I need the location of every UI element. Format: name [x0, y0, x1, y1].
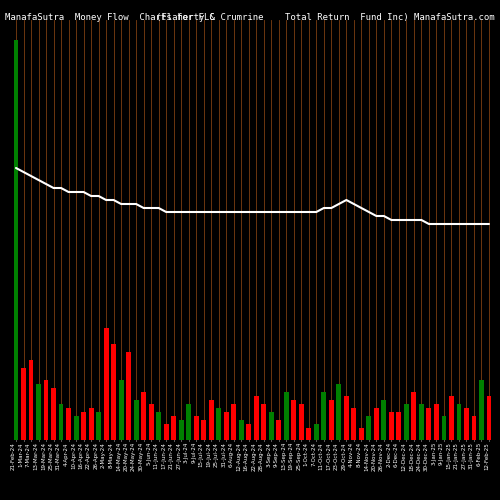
Bar [366, 416, 372, 440]
Bar [284, 392, 288, 440]
Bar [426, 408, 432, 440]
Bar [216, 408, 221, 440]
Bar [88, 408, 94, 440]
Bar [336, 384, 342, 440]
Bar [194, 416, 198, 440]
Bar [239, 420, 244, 440]
Bar [464, 408, 469, 440]
Bar [66, 408, 71, 440]
Bar [442, 416, 446, 440]
Bar [36, 384, 41, 440]
Bar [164, 424, 168, 440]
Bar [104, 328, 108, 440]
Text: (Flaherty & Crumrine    Total Return  Fund Inc) ManafaSutra.com: (Flaherty & Crumrine Total Return Fund I… [156, 12, 495, 22]
Bar [389, 412, 394, 440]
Bar [246, 424, 251, 440]
Bar [224, 412, 228, 440]
Bar [359, 428, 364, 440]
Bar [322, 392, 326, 440]
Bar [344, 396, 349, 440]
Bar [209, 400, 214, 440]
Bar [329, 400, 334, 440]
Bar [306, 428, 311, 440]
Bar [44, 380, 49, 440]
Bar [178, 420, 184, 440]
Text: ManafaSutra  Money Flow  Charts for FLC: ManafaSutra Money Flow Charts for FLC [5, 12, 214, 22]
Bar [479, 380, 484, 440]
Bar [21, 368, 26, 440]
Bar [81, 412, 86, 440]
Bar [486, 396, 492, 440]
Bar [412, 392, 416, 440]
Bar [28, 360, 34, 440]
Bar [186, 404, 191, 440]
Bar [51, 388, 56, 440]
Bar [74, 416, 78, 440]
Bar [314, 424, 319, 440]
Bar [134, 400, 138, 440]
Bar [382, 400, 386, 440]
Bar [262, 404, 266, 440]
Bar [156, 412, 161, 440]
Bar [171, 416, 176, 440]
Bar [96, 412, 101, 440]
Bar [232, 404, 236, 440]
Bar [202, 420, 206, 440]
Bar [111, 344, 116, 440]
Bar [254, 396, 258, 440]
Bar [126, 352, 131, 440]
Bar [148, 404, 154, 440]
Bar [269, 412, 274, 440]
Bar [404, 404, 409, 440]
Bar [419, 404, 424, 440]
Bar [456, 404, 462, 440]
Bar [58, 404, 64, 440]
Bar [396, 412, 402, 440]
Bar [374, 408, 379, 440]
Bar [449, 396, 454, 440]
Bar [352, 408, 356, 440]
Bar [472, 416, 476, 440]
Bar [14, 40, 18, 440]
Bar [299, 404, 304, 440]
Bar [434, 404, 439, 440]
Bar [292, 400, 296, 440]
Bar [276, 420, 281, 440]
Bar [118, 380, 124, 440]
Bar [141, 392, 146, 440]
